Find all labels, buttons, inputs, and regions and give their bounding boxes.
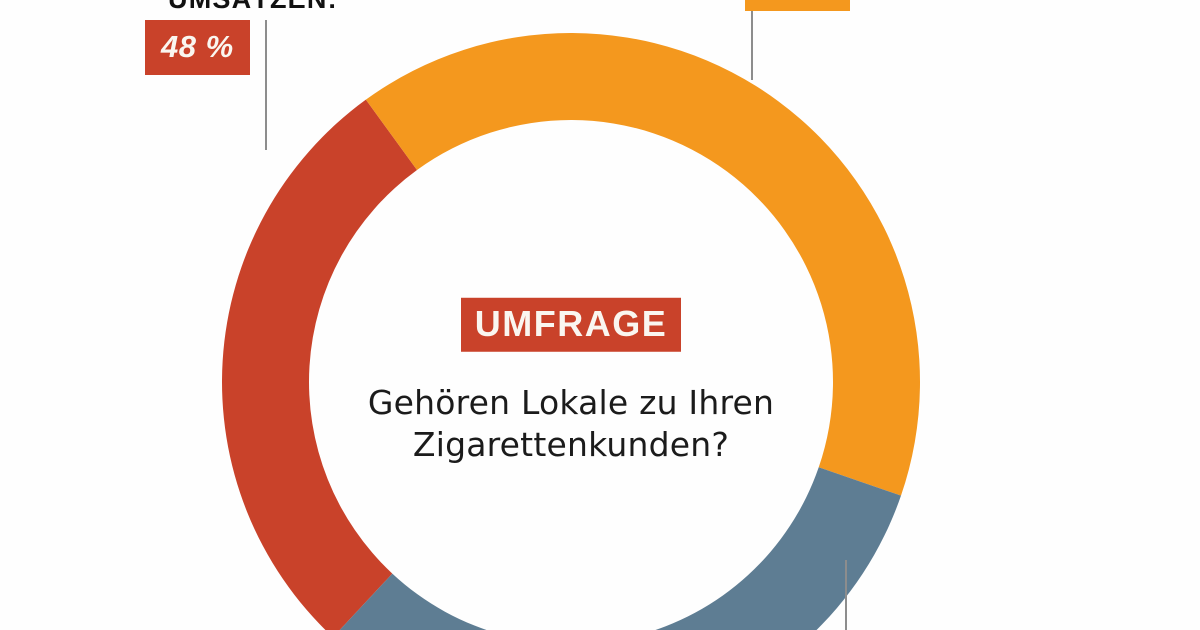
leader-line-blue xyxy=(845,560,847,630)
donut-slice-18 xyxy=(339,467,901,630)
value-label-red: 48 % xyxy=(145,20,250,75)
donut-slice-48 xyxy=(222,99,417,630)
value-label-orange: 34 % xyxy=(745,0,850,11)
leader-line-red xyxy=(265,20,267,150)
donut-slice-34 xyxy=(365,33,921,496)
leader-line-orange xyxy=(751,2,753,80)
headline-fragment: UMSÄTZEN: xyxy=(168,0,338,15)
